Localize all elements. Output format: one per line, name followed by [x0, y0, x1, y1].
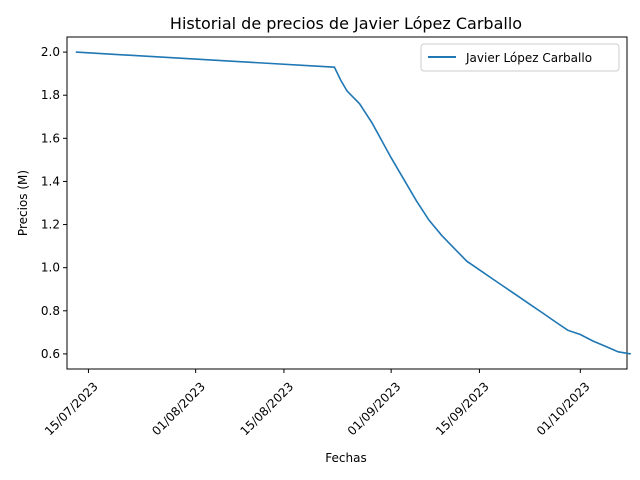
- plot-frame: [66, 36, 628, 370]
- x-tick-label: 01/10/2023: [534, 379, 593, 438]
- x-axis: 15/07/2023 01/08/2023 15/08/2023 01/09/2023…: [42, 369, 593, 438]
- y-tick-label: 1.6: [41, 131, 60, 145]
- legend-label: Javier López Carballo: [465, 51, 592, 65]
- legend: Javier López Carballo: [420, 43, 620, 72]
- x-tick-label: 01/09/2023: [345, 379, 404, 438]
- x-axis-label: Fechas: [325, 451, 366, 465]
- y-tick-label: 1.8: [41, 88, 60, 102]
- y-tick-label: 1.2: [41, 218, 60, 232]
- chart-title: Historial de precios de Javier López Car…: [170, 14, 522, 33]
- y-tick-label: 2.0: [41, 45, 60, 59]
- y-tick-label: 1.4: [41, 174, 60, 188]
- x-tick-label: 01/08/2023: [149, 379, 208, 438]
- x-tick-label: 15/07/2023: [42, 379, 101, 438]
- y-tick-label: 1.0: [41, 261, 60, 275]
- y-axis: 0.6 0.8 1.0 1.2 1.4 1.6 1.8 2.0: [41, 45, 67, 361]
- x-tick-label: 15/08/2023: [237, 379, 296, 438]
- y-tick-label: 0.6: [41, 347, 60, 361]
- x-tick-label: 15/09/2023: [433, 379, 492, 438]
- series-line-javier-lopez-carballo: [75, 51, 631, 355]
- y-tick-label: 0.8: [41, 304, 60, 318]
- y-axis-label: Precios (M): [16, 170, 30, 236]
- legend-box: [420, 43, 620, 72]
